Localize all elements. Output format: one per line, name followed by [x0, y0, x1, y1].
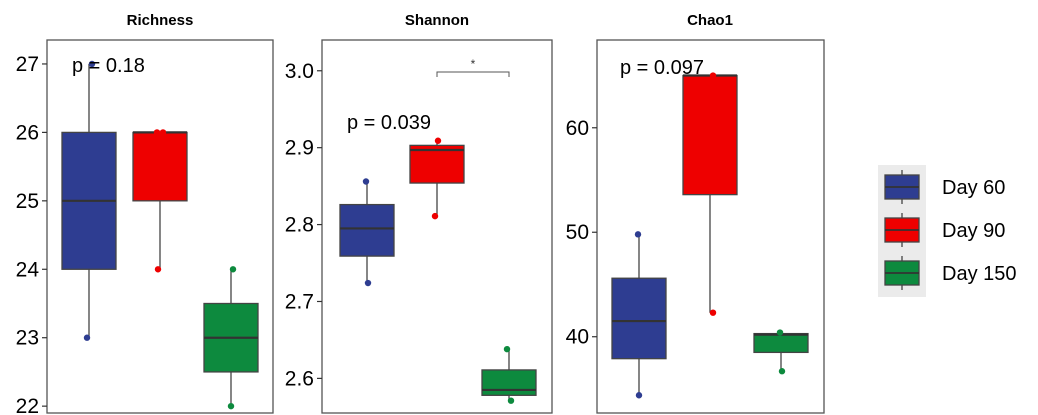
chao1-title: Chao1 [687, 12, 733, 29]
legend-item-day-150-label: Day 150 [942, 263, 1017, 285]
richness-panel: Richness 22 23 24 25 26 27 p = 0.18 [16, 12, 274, 415]
chao1-day-150-point [778, 368, 786, 375]
shannon-title: Shannon [405, 12, 469, 29]
richness-day-90-box [132, 131, 188, 202]
chao1-p-value: p = 0.097 [620, 57, 704, 79]
shannon-ytick-label: 2.8 [285, 214, 314, 237]
richness-title: Richness [127, 12, 194, 29]
shannon-ytick-label: 3.0 [285, 60, 314, 83]
chao1-day-60-point [635, 392, 643, 399]
chao1-day-60-point [634, 231, 642, 238]
chao1-ytick-label: 60 [566, 117, 589, 140]
shannon-ytick-label: 2.7 [285, 290, 314, 313]
chao1-day-90-point [709, 309, 717, 316]
shannon-day-60-point [362, 178, 370, 185]
shannon-ytick-label: 2.6 [285, 367, 314, 390]
richness-day-90-point [154, 266, 162, 273]
shannon-day-60-box [339, 203, 395, 257]
richness-day-60-point [83, 334, 91, 341]
richness-ytick-label: 27 [16, 53, 39, 76]
shannon-day-90-box [409, 144, 465, 184]
chao1-day-60-box [611, 277, 667, 360]
richness-day-60-point [88, 60, 96, 68]
richness-ytick-label: 24 [16, 258, 40, 281]
richness-day-150-point [227, 402, 235, 410]
richness-p-value: p = 0.18 [72, 55, 145, 77]
shannon-p-value: p = 0.039 [347, 112, 431, 134]
legend-item-day-60: Day 60 [884, 170, 1005, 204]
legend-item-day-60-label: Day 60 [942, 177, 1005, 199]
chao1-day-90-point [709, 72, 717, 79]
chao1-day-150-point [776, 329, 784, 336]
richness-ytick-label: 22 [16, 395, 39, 415]
shannon-day-60-point [364, 279, 372, 287]
chao1-day-150-box [753, 332, 809, 354]
chao1-panel: Chao1 40 50 60 p = 0.097 [566, 12, 825, 414]
richness-ytick-label: 25 [16, 190, 39, 213]
chao1-ytick-label: 40 [566, 326, 589, 349]
chao1-ytick-label: 50 [566, 221, 589, 244]
shannon-day-150-point [503, 345, 511, 353]
legend: Day 60 Day 90 Day 150 [878, 165, 1017, 297]
shannon-significance-label: * [471, 57, 476, 71]
legend-item-day-90-label: Day 90 [942, 220, 1005, 242]
shannon-panel: Shannon 2.6 2.7 2.8 2.9 3.0 * p = 0.039 [285, 12, 553, 414]
richness-ytick-label: 23 [16, 327, 39, 350]
richness-ytick-label: 26 [16, 121, 39, 144]
chart-panels: Richness 22 23 24 25 26 27 p = 0.18 Shannon 2.6 2.… [16, 12, 825, 415]
legend-item-day-150: Day 150 [884, 256, 1017, 290]
shannon-ytick-label: 2.9 [285, 137, 314, 160]
shannon-day-90-point [434, 137, 442, 144]
richness-day-90-point [159, 129, 167, 136]
richness-day-150-point [229, 266, 237, 273]
shannon-day-150-point [507, 397, 515, 404]
chao1-day-90-box [682, 74, 738, 196]
legend-item-day-90: Day 90 [884, 213, 1005, 247]
richness-day-90-point [153, 129, 161, 136]
shannon-significance-bracket [436, 71, 510, 77]
shannon-day-90-point [431, 212, 439, 220]
shannon-day-150-box [481, 369, 537, 396]
